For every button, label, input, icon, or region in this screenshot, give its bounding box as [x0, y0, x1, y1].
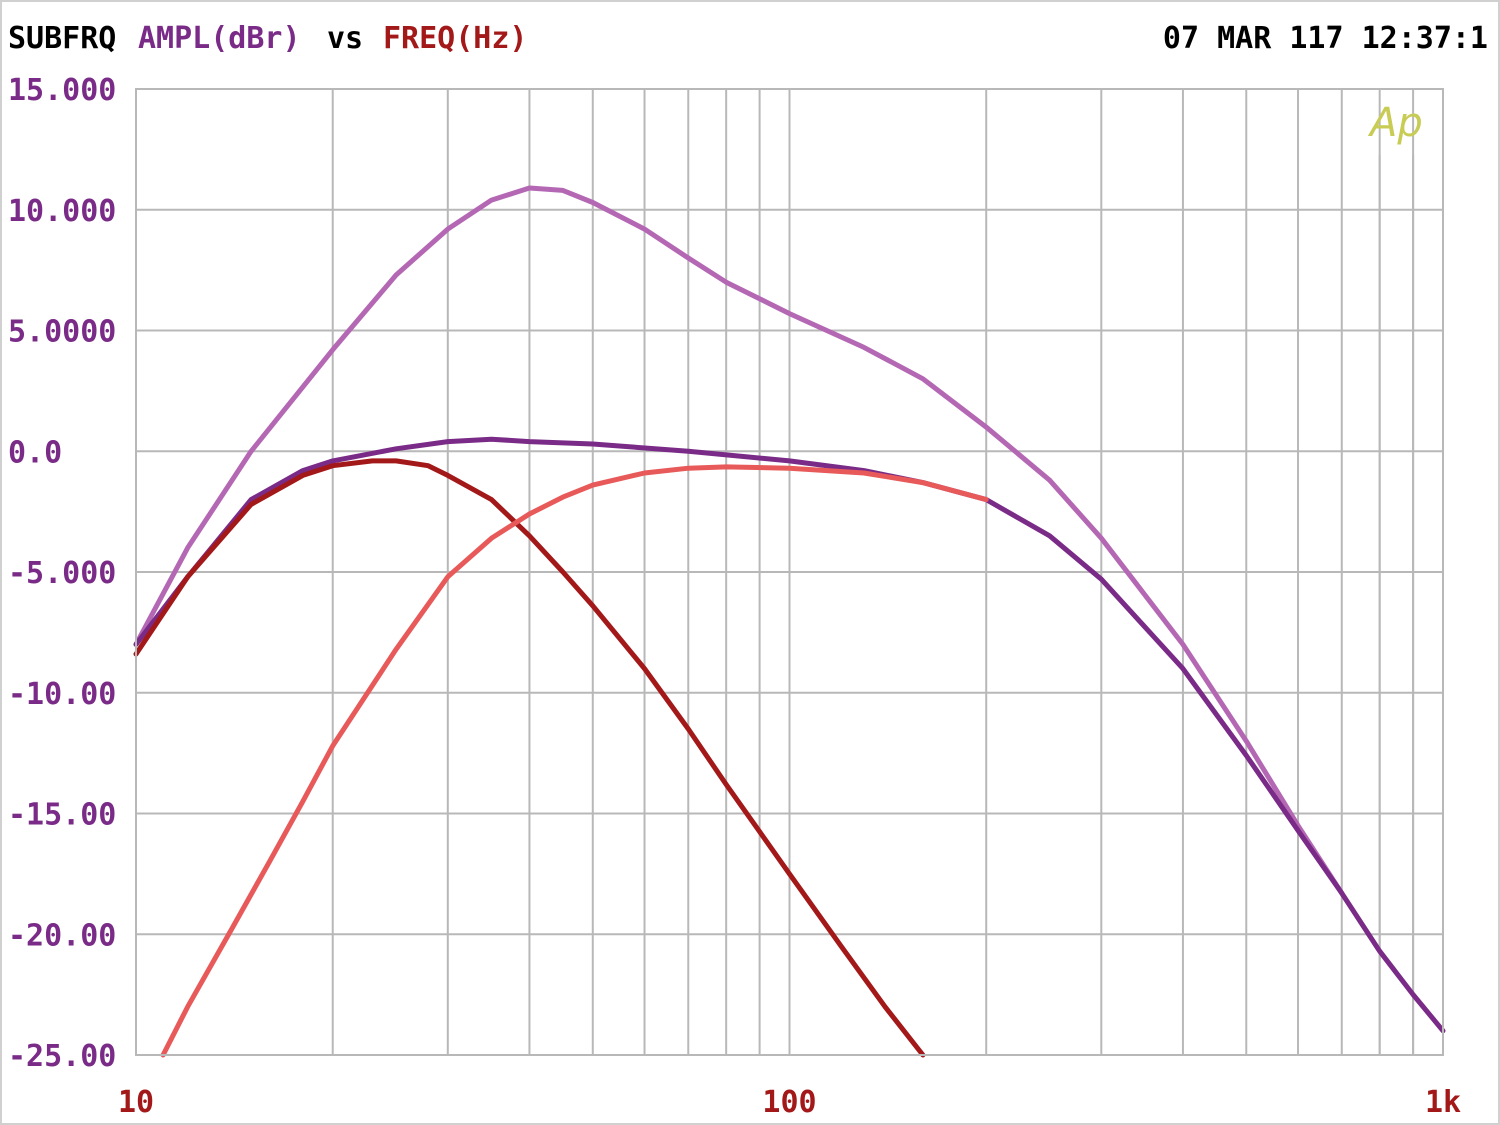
y-tick-label: -5.000	[8, 556, 116, 591]
y-tick-label: -20.00	[8, 918, 116, 953]
ap-logo-text: Ap	[1367, 100, 1423, 146]
x-tick-label: 100	[762, 1085, 816, 1120]
header-x-quantity: FREQ(Hz)	[383, 21, 528, 56]
y-tick-label: -10.00	[8, 677, 116, 712]
chart-series	[133, 185, 1446, 1058]
y-tick-label: 0.0	[8, 435, 62, 470]
header-y-quantity: AMPL(dBr)	[138, 21, 301, 56]
y-tick-labels: 15.000 10.000 5.0000 0.0 -5.000 -10.00 -15.00 -…	[8, 73, 116, 1074]
x-tick-label: 10	[118, 1085, 154, 1120]
series-line-2	[133, 436, 1446, 1034]
y-tick-label: -15.00	[8, 798, 116, 833]
y-tick-label: 15.000	[8, 73, 116, 108]
y-tick-label: 10.000	[8, 194, 116, 229]
x-tick-labels: 10 100 1k	[118, 1085, 1461, 1120]
series-line-4	[160, 464, 989, 1058]
x-tick-label: 1k	[1425, 1085, 1461, 1120]
plot-area-border	[135, 88, 1444, 1056]
header-vs: vs	[327, 21, 363, 56]
series-line-3	[133, 458, 926, 1058]
header-timestamp: 07 MAR 117 12:37:1	[1163, 21, 1488, 56]
y-tick-label: 5.0000	[8, 315, 116, 350]
y-tick-label: -25.00	[8, 1039, 116, 1074]
header-title: SUBFRQ	[8, 21, 116, 56]
chart-grid	[135, 88, 1444, 1056]
ap-logo: Ap	[1367, 100, 1423, 1055]
series-line-1	[133, 185, 1345, 896]
chart-header: SUBFRQ AMPL(dBr) vs FREQ(Hz) 07 MAR 117 …	[8, 21, 1488, 56]
svg-text:SUBFRQ AMPL(dBr) v: SUBFRQ AMPL(dBr) vs FREQ(Hz)	[8, 21, 528, 56]
